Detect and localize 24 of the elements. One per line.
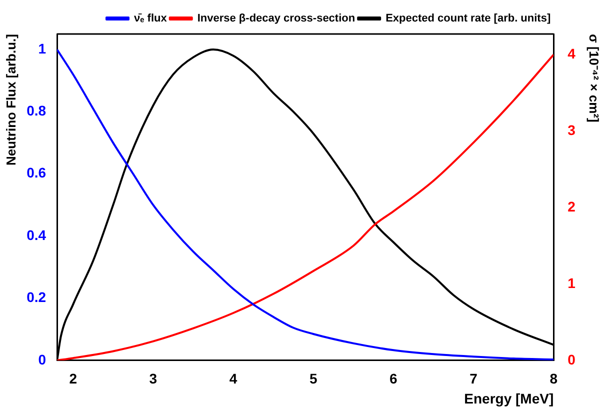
x-tick-label: 7: [470, 370, 478, 387]
y2-tick-label: 0: [568, 351, 576, 368]
x-tick-label: 6: [390, 370, 398, 387]
legend-label: Expected count rate [arb. units]: [386, 12, 551, 25]
x-tick-label: 8: [550, 370, 558, 387]
x-tick-label: 5: [309, 370, 318, 387]
y2-axis-title: σ [10⁻⁴² × cm²]: [586, 34, 602, 122]
y-axis-title: Neutrino Flux [arb.u.]: [3, 34, 18, 166]
y2-tick-label: 4: [568, 46, 576, 62]
y-tick-label: 0.4: [26, 226, 46, 243]
x-tick-label: 4: [229, 370, 238, 387]
x-axis-title: Energy [MeV]: [464, 390, 554, 406]
y2-tick-label: 2: [568, 198, 576, 214]
y-tick-label: 0.2: [26, 289, 46, 306]
legend-label: ν̄ₑ flux: [134, 12, 168, 25]
x-tick-label: 2: [69, 370, 78, 387]
y-tick-label: 0: [38, 351, 46, 368]
y2-tick-label: 1: [568, 274, 576, 291]
y2-tick-label: 3: [568, 122, 576, 138]
x-tick-label: 3: [149, 370, 158, 387]
legend-label: Inverse β-decay cross-section: [197, 12, 356, 25]
y-tick-label: 1: [38, 40, 46, 56]
y-tick-label: 0.6: [26, 164, 46, 181]
y-tick-label: 0.8: [26, 102, 46, 119]
